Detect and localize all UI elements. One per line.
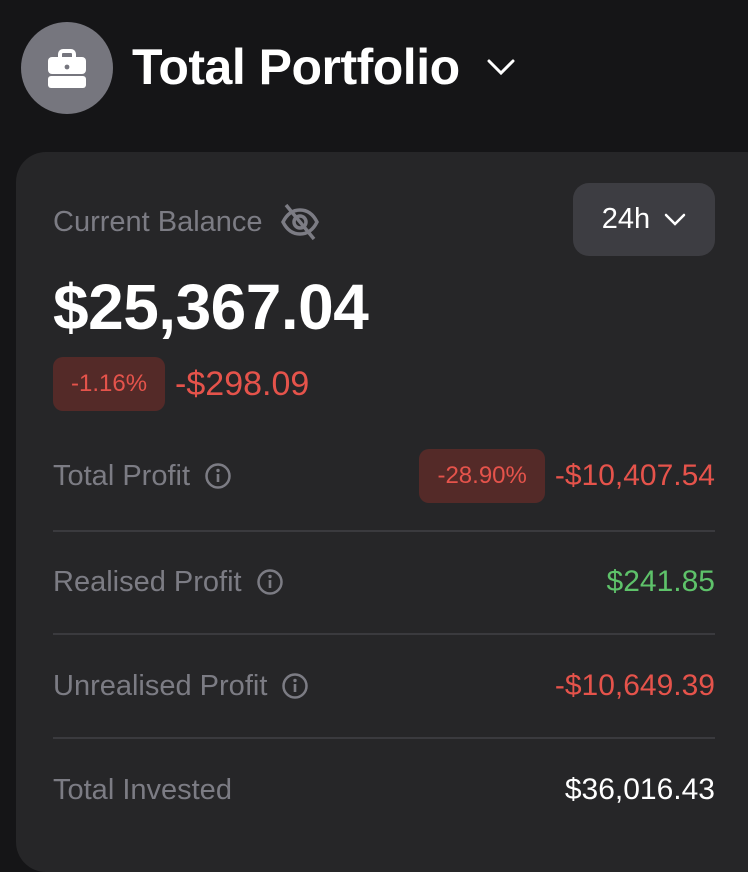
row-unrealised-profit: Unrealised Profit -$10,649.39 — [53, 656, 715, 716]
change-value: -$298.09 — [175, 364, 310, 403]
portfolio-avatar — [21, 22, 113, 114]
chevron-down-icon — [487, 59, 515, 76]
row-value: -$10,407.54 — [554, 459, 715, 492]
eye-off-icon[interactable] — [279, 202, 321, 242]
period-value: 24h — [601, 203, 651, 235]
divider — [53, 530, 715, 532]
row-value: $36,016.43 — [564, 773, 715, 806]
info-icon[interactable] — [256, 568, 284, 596]
profit-pct-badge: -28.90% — [419, 449, 545, 503]
info-icon[interactable] — [281, 672, 309, 700]
row-label: Total Invested — [53, 773, 232, 806]
page-title: Total Portfolio — [132, 39, 460, 95]
row-total-profit: Total Profit -28.90% -$10,407.54 — [53, 446, 715, 506]
portfolio-selector[interactable]: Total Portfolio — [132, 38, 516, 96]
balance-card — [16, 152, 748, 872]
row-label: Realised Profit — [53, 565, 242, 598]
divider — [53, 737, 715, 739]
row-label: Unrealised Profit — [53, 669, 268, 702]
row-total-invested: Total Invested $36,016.43 — [53, 760, 715, 820]
row-label: Total Profit — [53, 459, 190, 492]
row-realised-profit: Realised Profit $241.85 — [53, 552, 715, 612]
chevron-down-icon — [664, 213, 686, 226]
divider — [53, 633, 715, 635]
info-icon[interactable] — [204, 462, 232, 490]
change-pct-badge: -1.16% — [53, 357, 166, 411]
briefcase-icon — [48, 49, 86, 88]
current-balance-label: Current Balance — [53, 205, 263, 238]
balance-value: $25,367.04 — [53, 271, 369, 343]
period-dropdown[interactable]: 24h — [573, 183, 715, 256]
row-value: $241.85 — [606, 565, 715, 598]
row-value: -$10,649.39 — [554, 669, 715, 702]
